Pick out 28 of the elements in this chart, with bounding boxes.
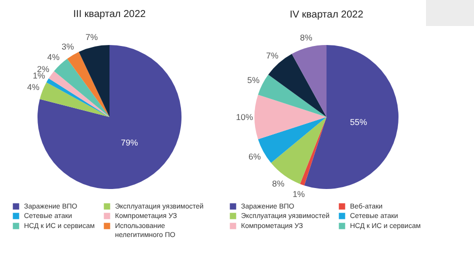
pie-slice [46, 78, 110, 117]
pie-slice [40, 82, 110, 117]
chart-title: IV квартал 2022 [290, 10, 364, 21]
data-label: 3% [62, 41, 74, 52]
data-label: 7% [85, 32, 98, 42]
data-label: 1% [292, 189, 306, 200]
data-label: 4% [27, 82, 40, 92]
data-label: 7% [266, 50, 279, 60]
data-label: 2% [37, 64, 50, 74]
pie-slice [300, 117, 326, 186]
data-label: 6% [248, 152, 262, 162]
pie-slice [67, 52, 110, 117]
data-label: 79% [120, 138, 138, 148]
pie-slice [254, 94, 326, 140]
pie-slice [54, 58, 110, 117]
pie-slice [292, 45, 326, 117]
data-label: 5% [247, 74, 260, 85]
pie-slice [304, 45, 398, 189]
chart-title: III квартал 2022 [73, 8, 146, 20]
data-label: 4% [47, 52, 60, 62]
data-label: 10% [236, 112, 254, 122]
data-label: 55% [350, 117, 368, 128]
pie-slice [258, 74, 326, 117]
data-label: 8% [300, 32, 313, 43]
pie-slice [268, 54, 326, 117]
data-label: 8% [272, 178, 285, 188]
pie-slice [48, 71, 110, 117]
pie-slice [78, 45, 110, 117]
